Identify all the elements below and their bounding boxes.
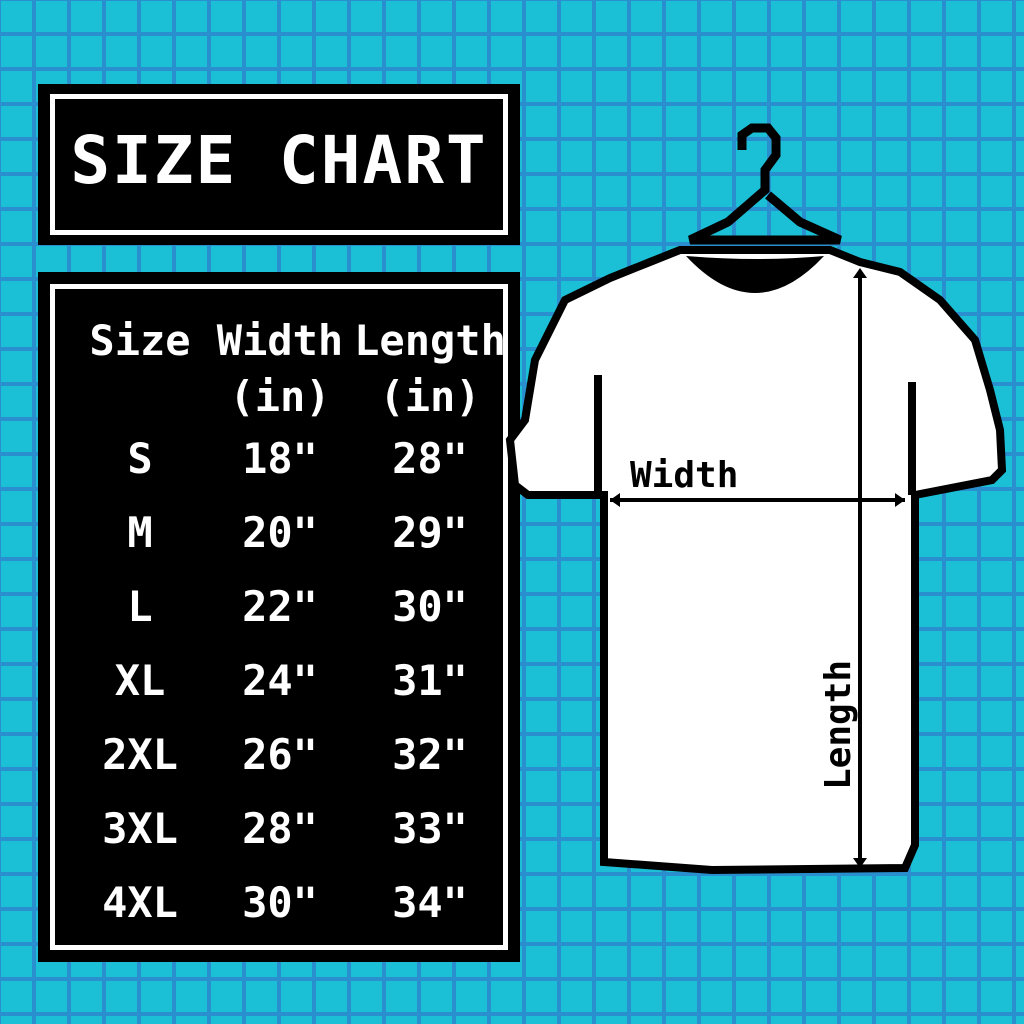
- size-cell: 4XL: [102, 878, 178, 927]
- page-title: SIZE CHART: [70, 122, 488, 199]
- size-cell: L: [127, 582, 153, 631]
- length-cell: 32": [392, 730, 468, 779]
- width-cell: 22": [242, 582, 318, 631]
- width-cell: 26": [242, 730, 318, 779]
- size-cell: 3XL: [102, 804, 178, 853]
- column-unit: (in): [229, 372, 331, 421]
- length-cell: 33": [392, 804, 468, 853]
- size-table: Size Width Length (in) (in) S 18" 28" M 20" 29" L 22…: [38, 272, 520, 962]
- title-border: [50, 94, 508, 235]
- size-cell: S: [127, 434, 153, 483]
- width-cell: 18": [242, 434, 318, 483]
- hanger-icon: [688, 123, 842, 245]
- width-cell: 28": [242, 804, 318, 853]
- width-label: Width: [630, 455, 738, 496]
- width-cell: 24": [242, 656, 318, 705]
- width-arrow: [610, 493, 905, 507]
- width-cell: 30": [242, 878, 318, 927]
- collar: [686, 256, 824, 293]
- length-arrow: [853, 268, 867, 868]
- title-panel: SIZE CHART: [38, 84, 520, 245]
- length-label: Length: [818, 660, 859, 790]
- column-unit: (in): [379, 372, 481, 421]
- column-header: Size: [89, 316, 191, 365]
- column-header: Length: [354, 316, 506, 365]
- table-border: [50, 284, 508, 950]
- length-cell: 34": [392, 878, 468, 927]
- size-cell: 2XL: [102, 730, 178, 779]
- tshirt-icon: [505, 246, 1007, 875]
- length-cell: 29": [392, 508, 468, 557]
- size-cell: M: [127, 508, 153, 557]
- size-cell: XL: [114, 656, 166, 705]
- length-cell: 28": [392, 434, 468, 483]
- width-cell: 20": [242, 508, 318, 557]
- column-header: Width: [216, 316, 344, 365]
- length-cell: 30": [392, 582, 468, 631]
- length-cell: 31": [392, 656, 468, 705]
